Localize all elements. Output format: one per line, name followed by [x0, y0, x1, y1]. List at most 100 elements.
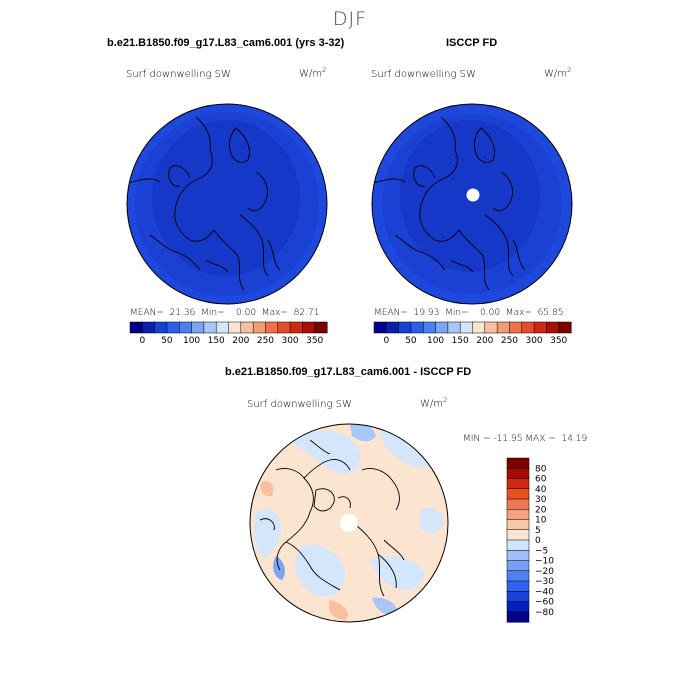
model-colorbar-cell — [289, 321, 303, 334]
model-variable-label: Surf downwelling SW — [126, 69, 231, 80]
model-colorbar-cell — [277, 321, 291, 334]
model-polar-map — [126, 103, 328, 305]
obs-colorbar: 0 50 100 150 200 250 300 350 — [373, 321, 572, 346]
model-colorbar-cell — [302, 321, 316, 334]
obs-units-label: W/m2 — [544, 66, 572, 80]
diff-map-blue-patch — [290, 430, 361, 474]
obs-colorbar-tick-label: 250 — [501, 336, 518, 346]
diff-colorbar-tick-label: 40 — [535, 485, 547, 495]
model-colorbar-tick-label: 250 — [257, 336, 274, 346]
model-map-outline — [126, 103, 328, 305]
model-colorbar-cell — [142, 321, 156, 334]
diff-colorbar-cell — [506, 478, 530, 490]
diff-colorbar-cell — [506, 519, 530, 531]
model-colorbar: 0 50 100 150 200 250 300 350 — [129, 321, 328, 346]
diff-units-label: W/m2 — [420, 396, 448, 410]
model-colorbar-tick-label: 150 — [208, 336, 225, 346]
model-coastlines — [127, 116, 281, 291]
obs-colorbar-cell — [484, 321, 498, 334]
obs-map-outline — [371, 103, 573, 305]
diff-colorbar-cell — [506, 529, 530, 541]
obs-colorbar-cell — [423, 321, 437, 334]
model-colorbar-cell — [240, 321, 254, 334]
diff-map-blue-patch — [350, 424, 376, 442]
model-colorbar-cell — [129, 321, 143, 334]
model-colorbar-cell — [191, 321, 205, 334]
diff-colorbar-cell — [506, 560, 530, 572]
diff-colorbar-cell — [506, 611, 530, 623]
model-map-contour-inner — [152, 120, 300, 276]
diff-colorbar-tick-label: −5 — [535, 546, 548, 556]
model-colorbar-tick-label: 300 — [281, 336, 298, 346]
model-pole-marker — [224, 201, 230, 207]
obs-colorbar-tick-label: 150 — [452, 336, 469, 346]
diff-colorbar-cell — [506, 591, 530, 603]
diff-colorbar-tick-label: −60 — [535, 598, 554, 608]
diff-colorbar-tick-label: 0 — [535, 536, 541, 546]
diff-colorbar-cell — [506, 498, 530, 510]
diff-colorbar-cell — [506, 601, 530, 613]
model-colorbar-cell — [265, 321, 279, 334]
diff-colorbar-cell — [506, 580, 530, 592]
diff-map-outline — [249, 423, 449, 623]
obs-colorbar-tick-label: 50 — [405, 336, 417, 346]
obs-stats: MEAN= 19.93 Min= 0.00 Max= 65.85 — [374, 308, 564, 318]
model-colorbar-cell — [154, 321, 168, 334]
diff-colorbar-tick-label: 60 — [535, 475, 547, 485]
obs-colorbar-tick-label: 200 — [476, 336, 493, 346]
model-stats: MEAN= 21.36 Min= 0.00 Max= 82.71 — [130, 308, 320, 318]
diff-colorbar-tick-label: 30 — [535, 495, 547, 505]
obs-panel-title: ISCCP FD — [446, 37, 498, 49]
obs-colorbar-cell — [459, 321, 474, 334]
model-colorbar-cell — [228, 321, 242, 334]
diff-missing-pole-disc — [340, 514, 358, 532]
obs-variable-label: Surf downwelling SW — [371, 69, 476, 80]
model-colorbar-tick-label: 350 — [306, 336, 323, 346]
obs-polar-map — [371, 103, 573, 305]
obs-coastlines — [372, 116, 526, 291]
diff-colorbar-cell — [506, 457, 530, 469]
model-colorbar-cell — [203, 321, 217, 334]
obs-colorbar-tick-label: 350 — [550, 336, 567, 346]
diff-coastlines — [259, 439, 405, 597]
model-colorbar-cell — [252, 321, 266, 334]
model-colorbar-cell — [166, 321, 180, 334]
obs-colorbar-cell — [546, 321, 560, 334]
diff-stats: MIN = -11.95 MAX = 14.19 — [463, 434, 588, 444]
model-units-label: W/m2 — [299, 66, 327, 80]
diff-colorbar-cell — [506, 550, 530, 562]
model-colorbar-tick-label: 200 — [232, 336, 249, 346]
diff-colorbar-tick-label: −20 — [535, 567, 554, 577]
model-colorbar-tick-label: 50 — [161, 336, 173, 346]
diff-colorbar-tick-label: 20 — [535, 505, 547, 515]
diff-variable-label: Surf downwelling SW — [247, 399, 352, 410]
diff-colorbar-tick-label: −80 — [535, 608, 554, 618]
diff-colorbar-tick-label: 10 — [535, 516, 547, 526]
diff-colorbar-tick-label: −10 — [535, 557, 554, 567]
obs-colorbar-tick-label: 0 — [383, 336, 389, 346]
model-colorbar-tick-label: 100 — [183, 336, 200, 346]
diff-map-blue-patch — [370, 555, 425, 590]
obs-missing-pole-disc — [466, 188, 480, 202]
diff-map-red-patch — [425, 447, 440, 465]
diff-colorbar-tick-label: 5 — [535, 526, 541, 536]
diff-colorbar-tick-label: 80 — [535, 464, 547, 474]
diff-colorbar-cell — [506, 539, 530, 551]
obs-colorbar-cell — [398, 321, 412, 334]
diff-colorbar-tick-label: −30 — [535, 577, 554, 587]
diff-polar-map — [249, 423, 449, 623]
obs-colorbar-cell — [472, 321, 486, 334]
obs-colorbar-cell — [521, 321, 535, 334]
obs-colorbar-tick-label: 300 — [525, 336, 542, 346]
model-panel-title: b.e21.B1850.f09_g17.L83_cam6.001 (yrs 3-… — [107, 37, 345, 49]
diff-map-blue-patch — [372, 597, 398, 615]
model-colorbar-cell — [314, 321, 328, 334]
obs-colorbar-cell — [386, 321, 400, 334]
obs-colorbar-cell — [533, 321, 547, 334]
model-colorbar-tick-label: 0 — [139, 336, 145, 346]
diff-colorbar-cell — [506, 488, 530, 500]
obs-colorbar-tick-label: 100 — [427, 336, 444, 346]
obs-colorbar-cell — [435, 321, 449, 334]
obs-colorbar-cell — [373, 321, 387, 334]
